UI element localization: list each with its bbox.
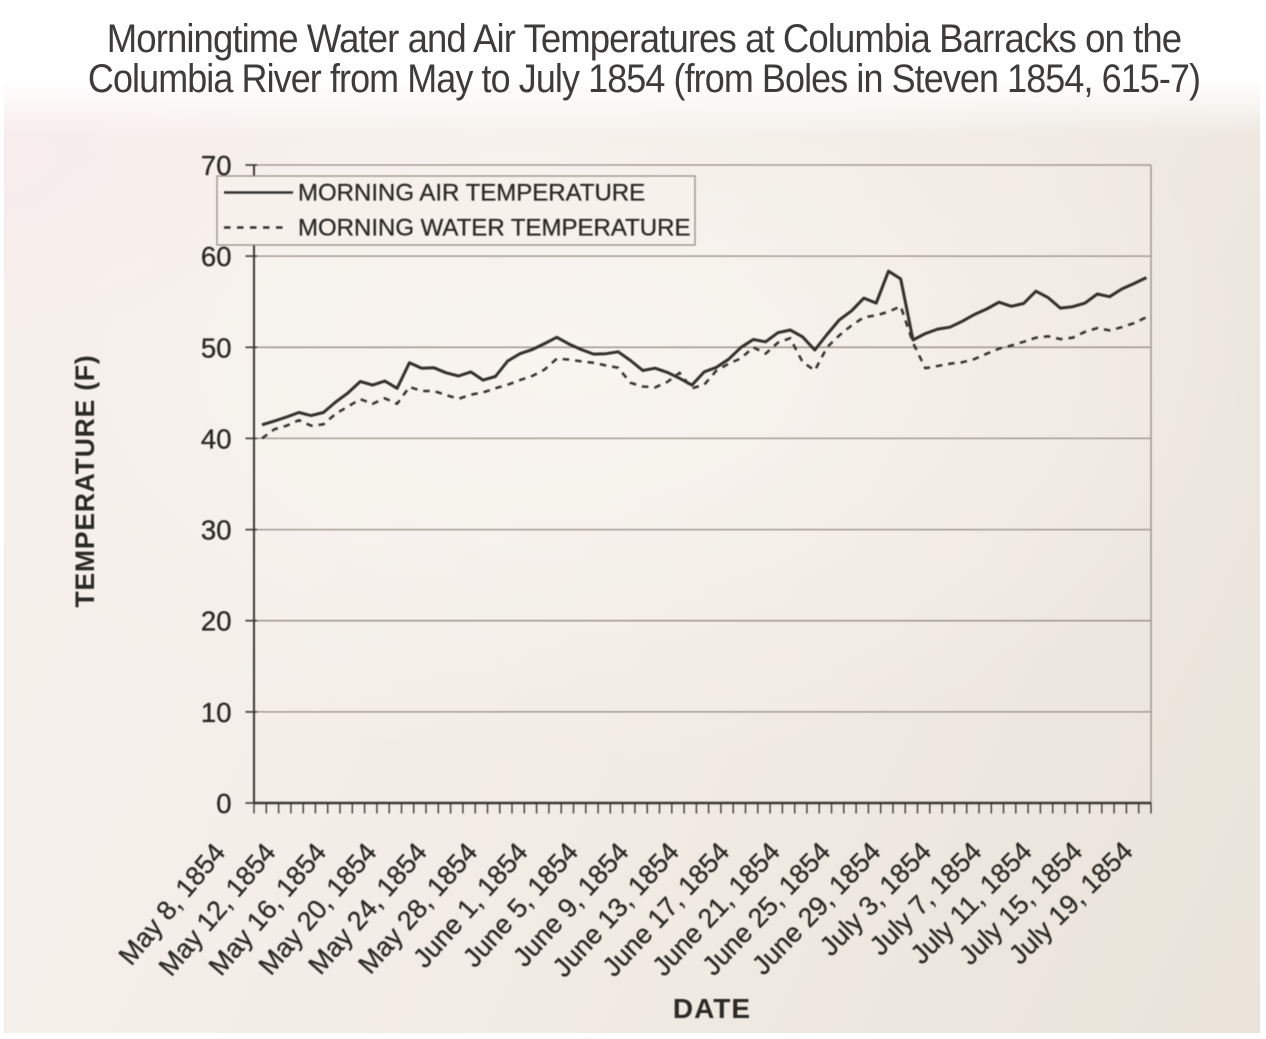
svg-text:70: 70: [201, 150, 232, 181]
svg-text:MORNING AIR TEMPERATURE: MORNING AIR TEMPERATURE: [298, 180, 645, 207]
svg-text:TEMPERATURE (F): TEMPERATURE (F): [70, 355, 100, 608]
svg-text:0: 0: [216, 788, 231, 819]
svg-text:20: 20: [201, 606, 232, 637]
svg-text:40: 40: [201, 423, 232, 454]
svg-text:60: 60: [201, 241, 232, 272]
svg-text:DATE: DATE: [673, 993, 751, 1024]
svg-text:10: 10: [201, 697, 232, 728]
svg-text:50: 50: [201, 332, 232, 363]
svg-text:MORNING WATER TEMPERATURE: MORNING WATER TEMPERATURE: [298, 215, 690, 242]
svg-text:30: 30: [201, 515, 232, 546]
